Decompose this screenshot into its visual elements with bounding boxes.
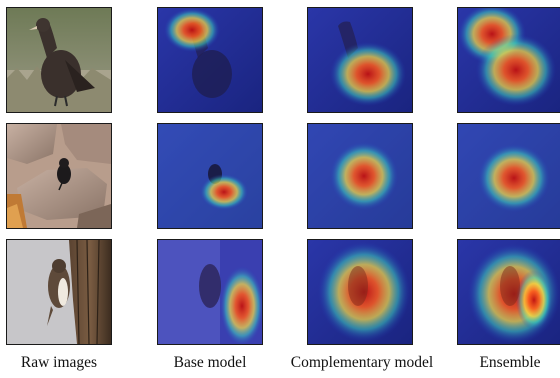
heatmap-base-albatross <box>157 7 263 113</box>
caption-complementary-model: Complementary model <box>290 354 434 371</box>
raw-image-albatross <box>6 7 112 113</box>
heatmap-complementary-creeper <box>307 239 413 345</box>
caption-ensemble: Ensemble <box>479 354 541 371</box>
heatmap-base-creeper <box>157 239 263 345</box>
heatmap-ensemble-albatross <box>457 7 560 113</box>
caption-raw-images: Raw images <box>20 354 98 371</box>
raw-image-rock-bird <box>6 123 112 229</box>
heatmap-ensemble-rock-bird <box>457 123 560 229</box>
caption-base-model: Base model <box>173 354 247 371</box>
heatmap-base-rock-bird <box>157 123 263 229</box>
heatmap-complementary-albatross <box>307 7 413 113</box>
heatmap-ensemble-creeper <box>457 239 560 345</box>
raw-image-creeper <box>6 239 112 345</box>
heatmap-complementary-rock-bird <box>307 123 413 229</box>
